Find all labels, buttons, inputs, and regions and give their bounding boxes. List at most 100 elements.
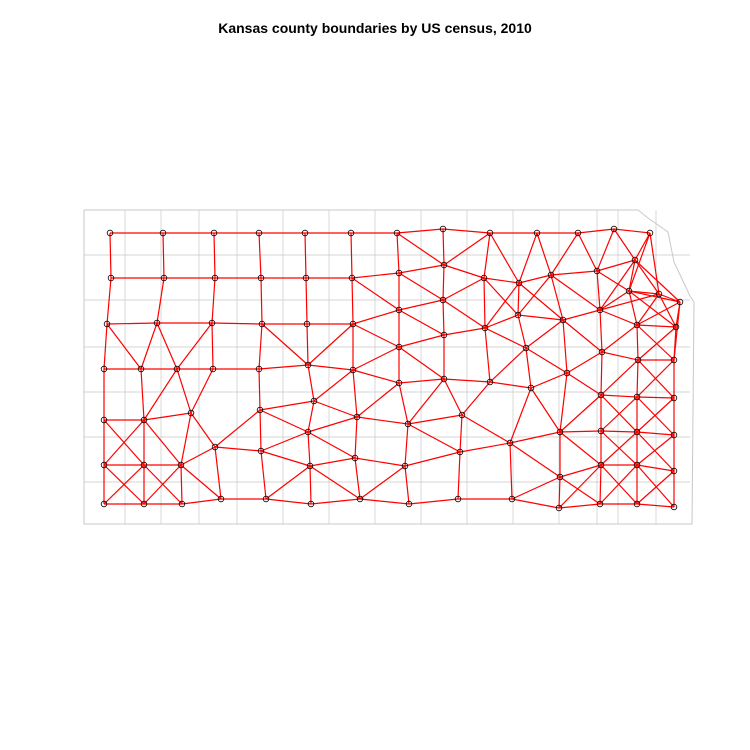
neighbor-link: [559, 476, 601, 505]
county-centroid: [262, 495, 270, 503]
neighbor-link: [558, 503, 601, 509]
county-centroid: [310, 397, 318, 405]
neighbor-link: [483, 277, 486, 329]
neighbor-link: [307, 431, 311, 467]
neighbor-link: [265, 465, 311, 500]
neighbor-link: [404, 451, 461, 467]
neighbor-link: [599, 293, 660, 311]
county-centroid: [211, 443, 219, 451]
neighbor-link: [599, 309, 638, 326]
neighbor-link: [559, 372, 568, 433]
neighbor-link: [636, 431, 675, 472]
neighbor-link: [211, 322, 214, 370]
neighbor-link: [517, 282, 520, 316]
neighbor-link: [599, 309, 603, 353]
county-centroid: [137, 365, 145, 373]
neighbor-link: [518, 232, 538, 284]
county-centroid: [655, 290, 663, 298]
county-centroid: [634, 356, 642, 364]
neighbor-link: [103, 323, 108, 370]
neighbor-link: [356, 382, 400, 418]
neighbor-link: [636, 464, 675, 508]
neighbor-link: [442, 299, 486, 329]
neighbor-link: [259, 409, 309, 433]
neighbor-link: [483, 232, 491, 279]
neighbor-link: [613, 228, 651, 234]
county-centroid: [353, 413, 361, 421]
county-centroid: [440, 261, 448, 269]
county-centroid: [440, 331, 448, 339]
neighbor-link: [550, 274, 601, 311]
neighbor-link: [457, 451, 461, 500]
neighbor-link: [649, 232, 660, 295]
neighbor-link: [628, 232, 651, 292]
neighbor-link: [484, 282, 520, 329]
neighbor-link: [407, 423, 461, 453]
neighbor-link: [352, 369, 358, 418]
county-centroid: [100, 500, 108, 508]
neighbor-link: [636, 434, 675, 466]
neighbor-link: [566, 351, 603, 374]
county-centroid: [633, 393, 641, 401]
county-centroid: [515, 279, 523, 287]
neighbor-link: [636, 324, 675, 361]
county-centroid: [257, 274, 265, 282]
neighbor-link: [143, 464, 182, 505]
neighbor-link: [313, 400, 358, 418]
neighbor-link: [636, 396, 675, 399]
neighbor-link: [313, 369, 354, 402]
county-centroid: [160, 274, 168, 282]
neighbor-link: [566, 372, 602, 396]
neighbor-link: [628, 259, 636, 292]
county-centroid: [508, 495, 516, 503]
neighbor-link: [484, 327, 491, 383]
neighbor-link: [106, 322, 158, 325]
county-centroid: [670, 356, 678, 364]
county-centroid: [631, 256, 639, 264]
neighbor-link: [356, 416, 409, 425]
county-centroid: [633, 461, 641, 469]
neighbor-link: [265, 498, 312, 505]
county-centroid: [100, 365, 108, 373]
neighbor-link: [559, 430, 602, 433]
neighbor-link: [483, 277, 520, 284]
neighbor-link: [628, 290, 681, 303]
county-centroid: [187, 409, 195, 417]
neighbor-link: [190, 412, 216, 448]
county-centroid: [597, 427, 605, 435]
neighbor-link: [143, 419, 182, 466]
county-centroid: [522, 344, 530, 352]
neighbor-link: [404, 423, 409, 467]
neighbor-link: [442, 299, 445, 336]
neighbor-link: [214, 409, 261, 448]
neighbor-link: [636, 293, 660, 326]
neighbor-link: [509, 387, 532, 444]
neighbor-link: [176, 368, 192, 414]
neighbor-link: [351, 277, 354, 325]
neighbor-link: [596, 270, 630, 292]
neighbor-link: [398, 346, 445, 380]
neighbor-link: [577, 228, 615, 234]
neighbor-link: [398, 309, 445, 336]
county-centroid: [258, 320, 266, 328]
neighbor-link: [601, 324, 638, 353]
neighbor-link: [307, 323, 354, 366]
neighbor-link: [489, 347, 527, 383]
neighbor-link: [180, 446, 216, 466]
county-centroid: [596, 306, 604, 314]
neighbor-link: [309, 457, 356, 467]
neighbor-link: [442, 277, 485, 301]
neighbor-link: [103, 419, 145, 466]
county-centroid: [610, 225, 618, 233]
neighbor-link: [518, 282, 564, 321]
neighbor-link: [260, 450, 311, 467]
neighbor-link: [304, 232, 307, 279]
neighbor-link: [637, 359, 675, 399]
county-centroid: [217, 495, 225, 503]
county-centroid: [301, 229, 309, 237]
county-centroid: [395, 343, 403, 351]
neighbor-link: [211, 322, 263, 325]
neighbor-link: [396, 232, 445, 266]
county-centroid: [306, 462, 314, 470]
neighbor-link: [634, 259, 681, 303]
